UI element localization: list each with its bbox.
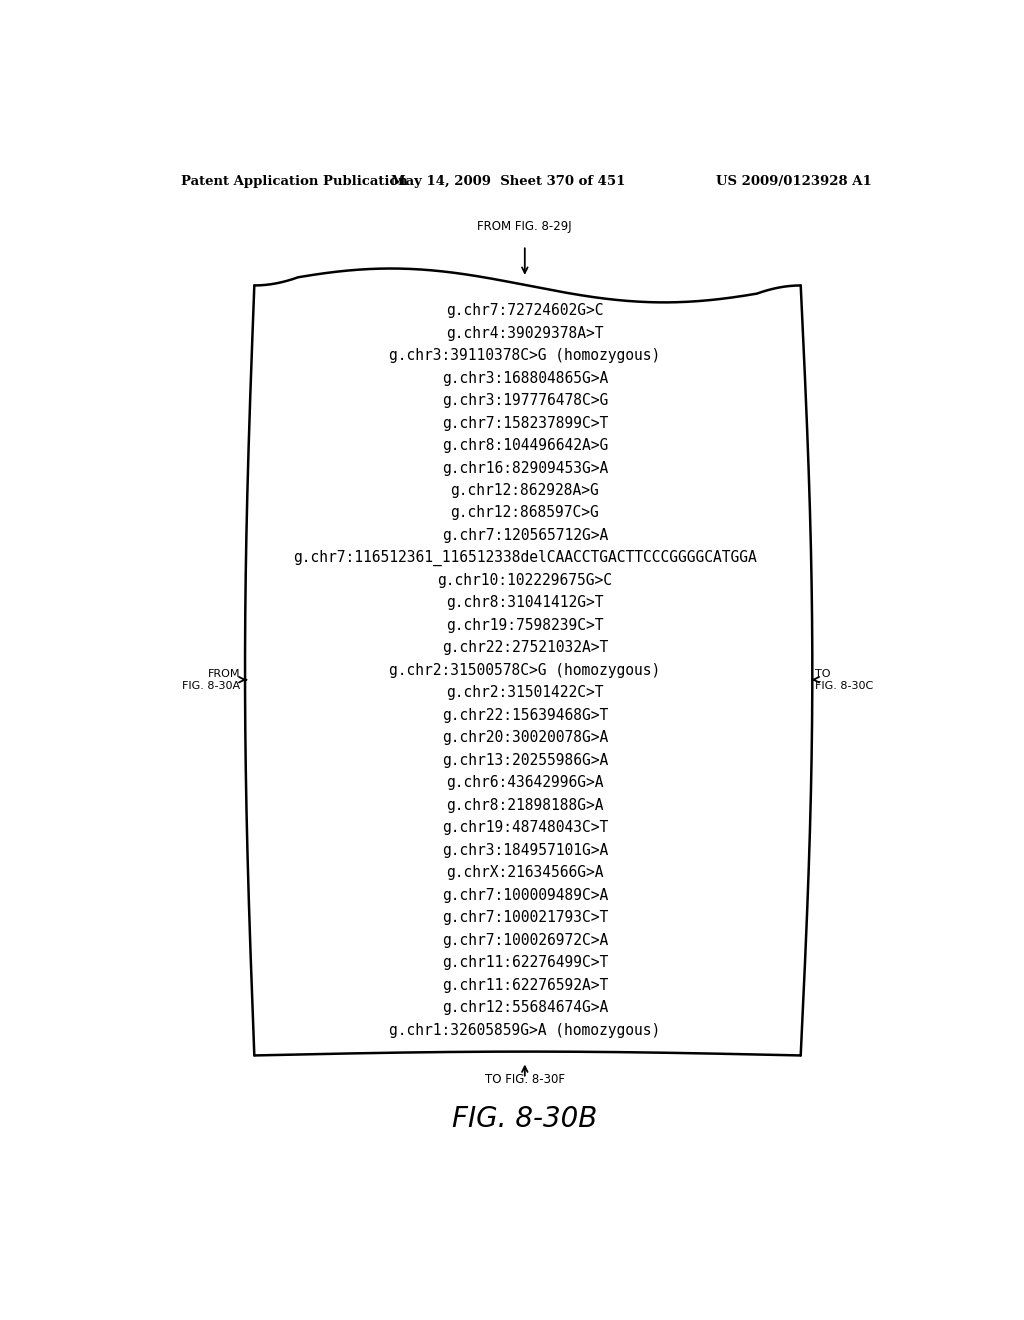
Text: FROM FIG. 8-29J: FROM FIG. 8-29J [477, 220, 572, 234]
Text: g.chr7:116512361_116512338delCAACCTGACTTCCCGGGGCATGGA: g.chr7:116512361_116512338delCAACCTGACTT… [293, 550, 757, 566]
Text: g.chr7:100009489C>A: g.chr7:100009489C>A [441, 888, 608, 903]
Text: g.chr22:27521032A>T: g.chr22:27521032A>T [441, 640, 608, 656]
Text: g.chr3:168804865G>A: g.chr3:168804865G>A [441, 371, 608, 385]
Text: g.chr7:72724602G>C: g.chr7:72724602G>C [446, 304, 603, 318]
Text: Patent Application Publication: Patent Application Publication [180, 176, 408, 187]
Text: g.chr19:7598239C>T: g.chr19:7598239C>T [446, 618, 603, 634]
Text: US 2009/0123928 A1: US 2009/0123928 A1 [716, 176, 872, 187]
Text: g.chr4:39029378A>T: g.chr4:39029378A>T [446, 326, 603, 341]
Text: g.chr11:62276499C>T: g.chr11:62276499C>T [441, 956, 608, 970]
Text: g.chr8:31041412G>T: g.chr8:31041412G>T [446, 595, 603, 610]
Text: TO: TO [815, 669, 830, 680]
Text: g.chr8:104496642A>G: g.chr8:104496642A>G [441, 438, 608, 453]
Text: g.chrX:21634566G>A: g.chrX:21634566G>A [446, 866, 603, 880]
Text: g.chr3:39110378C>G (homozygous): g.chr3:39110378C>G (homozygous) [389, 348, 660, 363]
Text: g.chr8:21898188G>A: g.chr8:21898188G>A [446, 797, 603, 813]
Text: g.chr6:43642996G>A: g.chr6:43642996G>A [446, 775, 603, 791]
Text: g.chr7:120565712G>A: g.chr7:120565712G>A [441, 528, 608, 543]
Text: g.chr7:100021793C>T: g.chr7:100021793C>T [441, 911, 608, 925]
Text: g.chr7:100026972C>A: g.chr7:100026972C>A [441, 933, 608, 948]
Text: g.chr7:158237899C>T: g.chr7:158237899C>T [441, 416, 608, 430]
Text: g.chr22:15639468G>T: g.chr22:15639468G>T [441, 708, 608, 723]
Text: FROM: FROM [208, 669, 241, 680]
Text: g.chr11:62276592A>T: g.chr11:62276592A>T [441, 978, 608, 993]
Text: g.chr12:862928A>G: g.chr12:862928A>G [451, 483, 599, 498]
Text: g.chr2:31500578C>G (homozygous): g.chr2:31500578C>G (homozygous) [389, 663, 660, 678]
Text: g.chr16:82909453G>A: g.chr16:82909453G>A [441, 461, 608, 475]
Text: g.chr20:30020078G>A: g.chr20:30020078G>A [441, 730, 608, 746]
Text: g.chr10:102229675G>C: g.chr10:102229675G>C [437, 573, 612, 587]
Text: g.chr12:868597C>G: g.chr12:868597C>G [451, 506, 599, 520]
Text: g.chr12:55684674G>A: g.chr12:55684674G>A [441, 1001, 608, 1015]
Text: May 14, 2009  Sheet 370 of 451: May 14, 2009 Sheet 370 of 451 [390, 176, 625, 187]
Text: g.chr3:197776478C>G: g.chr3:197776478C>G [441, 393, 608, 408]
Text: FIG. 8-30C: FIG. 8-30C [815, 681, 872, 690]
Text: g.chr2:31501422C>T: g.chr2:31501422C>T [446, 685, 603, 701]
Text: g.chr13:20255986G>A: g.chr13:20255986G>A [441, 752, 608, 768]
Text: FIG. 8-30B: FIG. 8-30B [453, 1105, 597, 1134]
Text: g.chr1:32605859G>A (homozygous): g.chr1:32605859G>A (homozygous) [389, 1023, 660, 1038]
Text: g.chr3:184957101G>A: g.chr3:184957101G>A [441, 843, 608, 858]
Text: g.chr19:48748043C>T: g.chr19:48748043C>T [441, 821, 608, 836]
Text: FIG. 8-30A: FIG. 8-30A [182, 681, 241, 690]
Text: TO FIG. 8-30F: TO FIG. 8-30F [484, 1073, 565, 1086]
